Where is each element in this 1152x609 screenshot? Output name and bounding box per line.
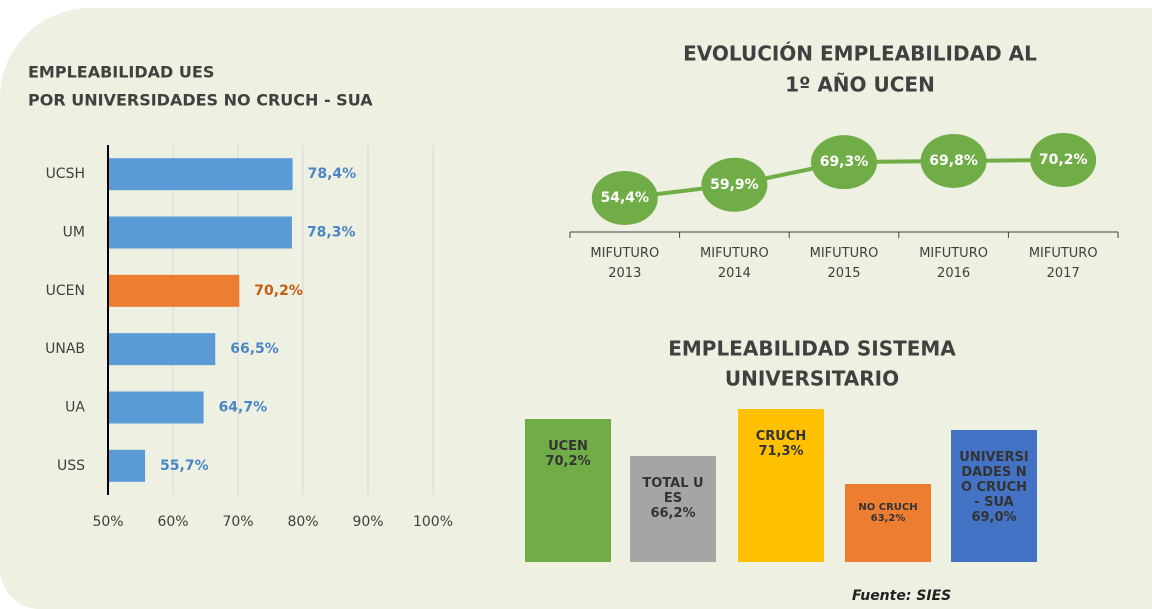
chart-title: EVOLUCIÓN EMPLEABILIDAD AL: [683, 42, 1037, 66]
data-label: 78,4%: [308, 166, 357, 182]
chart-title: UNIVERSITARIO: [725, 367, 899, 391]
bar: [108, 449, 146, 482]
chart-title: EMPLEABILIDAD UES: [28, 63, 214, 82]
point: [701, 157, 768, 212]
bar-category: CRUCH: [755, 429, 807, 444]
y-tick-label: UA: [65, 400, 85, 416]
bar: [108, 158, 293, 191]
bar: CRUCH 71,3%: [738, 409, 824, 562]
x-tick-label: 90%: [352, 514, 383, 530]
point: [591, 171, 658, 225]
bar-category: TOTAL UES: [642, 476, 704, 507]
bar: UCEN 70,2%: [525, 419, 611, 562]
data-label: 69,8%: [929, 153, 978, 169]
x-tick-label: 100%: [413, 514, 453, 530]
bar-value: 63,2%: [870, 513, 906, 524]
x-tick-label-line: 2017: [1047, 266, 1080, 281]
x-tick-label-line: MIFUTURO: [1029, 246, 1098, 261]
data-label: 64,7%: [219, 400, 268, 416]
x-tick-label: MIFUTURO 2017: [1029, 246, 1098, 281]
chart-title: 1º AÑO UCEN: [785, 73, 935, 97]
data-label: 70,2%: [254, 283, 303, 299]
point: [811, 135, 877, 190]
data-label: 78,3%: [307, 225, 356, 241]
x-tick-label-line: MIFUTURO: [919, 246, 988, 261]
bar: [108, 216, 292, 249]
x-tick-label-line: 2013: [608, 266, 641, 281]
data-label: 70,2%: [1039, 152, 1088, 168]
bar-category: UCEN: [548, 439, 588, 455]
x-tick-label-line: MIFUTURO: [700, 246, 769, 261]
x-tick-label-line: 2015: [827, 266, 860, 281]
y-tick-label: UCSH: [46, 166, 85, 182]
x-tick-label: 60%: [157, 514, 188, 530]
point: [1030, 133, 1097, 187]
x-tick-label-line: MIFUTURO: [810, 246, 879, 261]
y-tick-label: UNAB: [45, 341, 85, 357]
bar-value: 70,2%: [545, 454, 591, 470]
x-tick-label: 70%: [222, 514, 253, 530]
x-tick-label: MIFUTURO 2013: [590, 246, 659, 281]
y-tick-label: UM: [63, 225, 85, 241]
data-label: 66,5%: [230, 341, 279, 357]
x-tick-label-line: 2016: [937, 266, 970, 281]
bar: [108, 274, 240, 307]
bar: [108, 391, 204, 424]
chart-title: POR UNIVERSIDADES NO CRUCH - SUA: [28, 91, 373, 110]
x-tick-label-line: MIFUTURO: [590, 246, 659, 261]
bar: TOTAL UES 66,2%: [630, 456, 716, 562]
bar-value: 69,0%: [971, 510, 1017, 526]
y-tick-label: USS: [57, 458, 85, 474]
bar-value: 66,2%: [650, 506, 696, 522]
data-label: 54,4%: [601, 190, 650, 206]
bar: NO CRUCH 63,2%: [845, 484, 931, 562]
bar: UNIVERSIDADES NO CRUCH - SUA 69,0%: [951, 430, 1037, 562]
data-label: 69,3%: [820, 154, 869, 170]
chart-title: EMPLEABILIDAD SISTEMA: [668, 337, 956, 361]
bar-category: UNIVERSIDADES NO CRUCH - SUA: [959, 450, 1029, 511]
x-tick-label-line: 2014: [718, 266, 751, 281]
x-tick-label: 80%: [287, 514, 318, 530]
bar-value: 71,3%: [758, 444, 804, 459]
x-tick-label: MIFUTURO 2016: [919, 246, 988, 281]
x-tick-label: MIFUTURO 2014: [700, 246, 769, 281]
x-tick-label: MIFUTURO 2015: [810, 246, 879, 281]
source: Fuente: SIES: [852, 588, 952, 604]
point: [920, 133, 987, 188]
data-label: 55,7%: [160, 458, 209, 474]
data-label: 59,9%: [710, 177, 759, 193]
bar-category: NO CRUCH: [858, 502, 918, 513]
x-tick-label: 50%: [92, 514, 123, 530]
bar: [108, 333, 216, 366]
y-tick-label: UCEN: [46, 283, 85, 299]
